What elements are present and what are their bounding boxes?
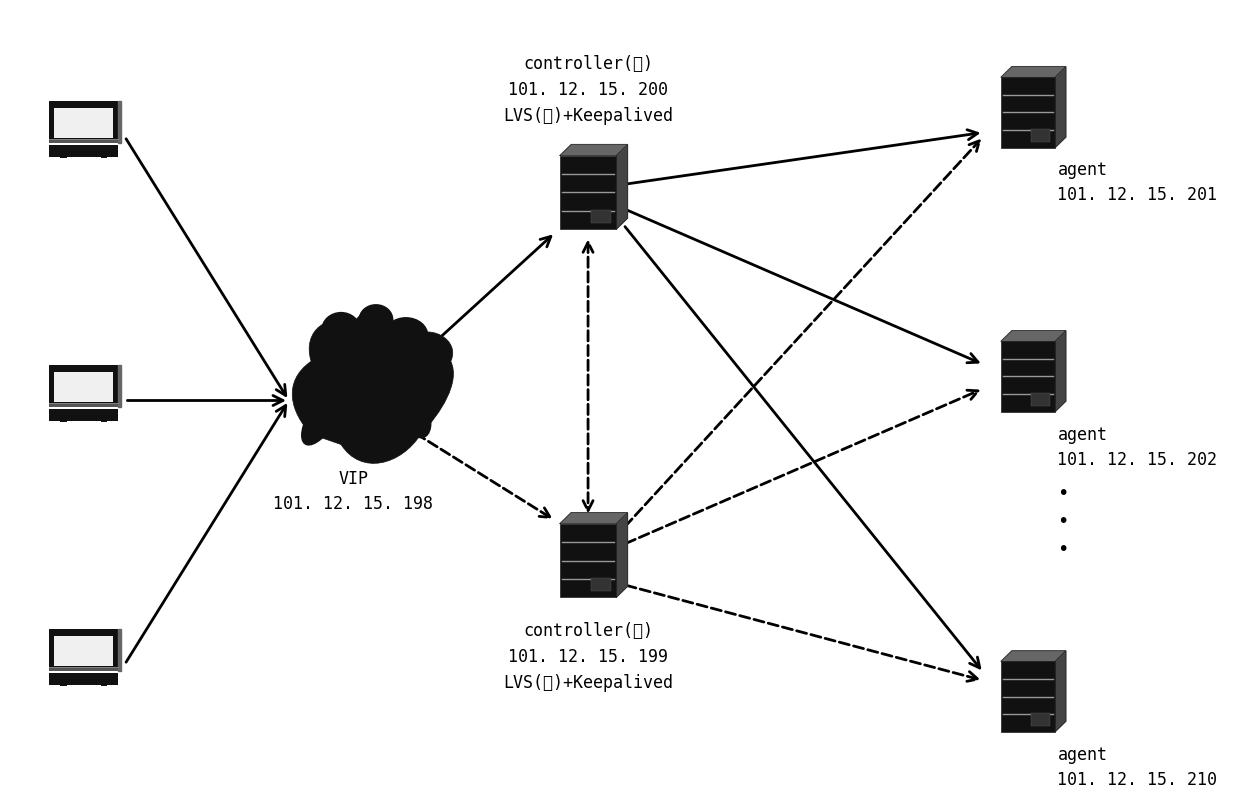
Polygon shape xyxy=(1001,331,1066,342)
Ellipse shape xyxy=(358,305,393,336)
FancyBboxPatch shape xyxy=(50,140,118,144)
Polygon shape xyxy=(1001,67,1066,78)
FancyBboxPatch shape xyxy=(100,684,108,687)
FancyBboxPatch shape xyxy=(591,578,610,592)
Polygon shape xyxy=(118,366,122,407)
FancyBboxPatch shape xyxy=(560,524,616,597)
Text: agent
101. 12. 15. 202: agent 101. 12. 15. 202 xyxy=(1058,425,1218,468)
Polygon shape xyxy=(560,145,627,156)
FancyBboxPatch shape xyxy=(60,421,67,423)
FancyBboxPatch shape xyxy=(53,372,114,403)
Polygon shape xyxy=(1055,67,1066,148)
FancyBboxPatch shape xyxy=(591,211,610,224)
FancyBboxPatch shape xyxy=(50,145,118,158)
FancyBboxPatch shape xyxy=(50,673,118,685)
Ellipse shape xyxy=(321,313,361,349)
Polygon shape xyxy=(616,513,627,597)
FancyBboxPatch shape xyxy=(1001,342,1055,412)
FancyBboxPatch shape xyxy=(1001,662,1055,732)
Text: •: • xyxy=(1058,484,1069,502)
Polygon shape xyxy=(1055,331,1066,412)
FancyBboxPatch shape xyxy=(50,403,118,407)
FancyBboxPatch shape xyxy=(1030,714,1049,727)
Polygon shape xyxy=(118,630,122,671)
FancyBboxPatch shape xyxy=(50,102,118,144)
FancyBboxPatch shape xyxy=(60,157,67,159)
Polygon shape xyxy=(1055,651,1066,732)
Text: VIP
101. 12. 15. 198: VIP 101. 12. 15. 198 xyxy=(273,469,434,512)
Text: •: • xyxy=(1058,512,1069,530)
FancyBboxPatch shape xyxy=(1001,78,1055,148)
Ellipse shape xyxy=(301,392,341,446)
FancyBboxPatch shape xyxy=(60,684,67,687)
FancyBboxPatch shape xyxy=(50,667,118,671)
FancyBboxPatch shape xyxy=(53,108,114,139)
Text: •: • xyxy=(1058,540,1069,558)
Text: controller(主)
101. 12. 15. 200
LVS(主)+Keepalived: controller(主) 101. 12. 15. 200 LVS(主)+Ke… xyxy=(503,55,673,125)
FancyBboxPatch shape xyxy=(100,157,108,159)
FancyBboxPatch shape xyxy=(560,156,616,230)
Polygon shape xyxy=(616,145,627,230)
Polygon shape xyxy=(1001,651,1066,662)
FancyBboxPatch shape xyxy=(1030,130,1049,143)
FancyBboxPatch shape xyxy=(53,636,114,666)
FancyBboxPatch shape xyxy=(50,366,118,407)
Ellipse shape xyxy=(391,379,432,439)
Text: controller(备)
101. 12. 15. 199
LVS(备)+Keepalived: controller(备) 101. 12. 15. 199 LVS(备)+Ke… xyxy=(503,621,673,691)
FancyBboxPatch shape xyxy=(1030,394,1049,407)
FancyBboxPatch shape xyxy=(100,421,108,423)
Polygon shape xyxy=(118,102,122,144)
Polygon shape xyxy=(560,513,627,524)
Text: agent
101. 12. 15. 210: agent 101. 12. 15. 210 xyxy=(1058,745,1218,788)
Text: agent
101. 12. 15. 201: agent 101. 12. 15. 201 xyxy=(1058,161,1218,205)
FancyBboxPatch shape xyxy=(50,630,118,671)
PathPatch shape xyxy=(293,312,454,464)
FancyBboxPatch shape xyxy=(50,409,118,421)
Ellipse shape xyxy=(383,318,428,354)
